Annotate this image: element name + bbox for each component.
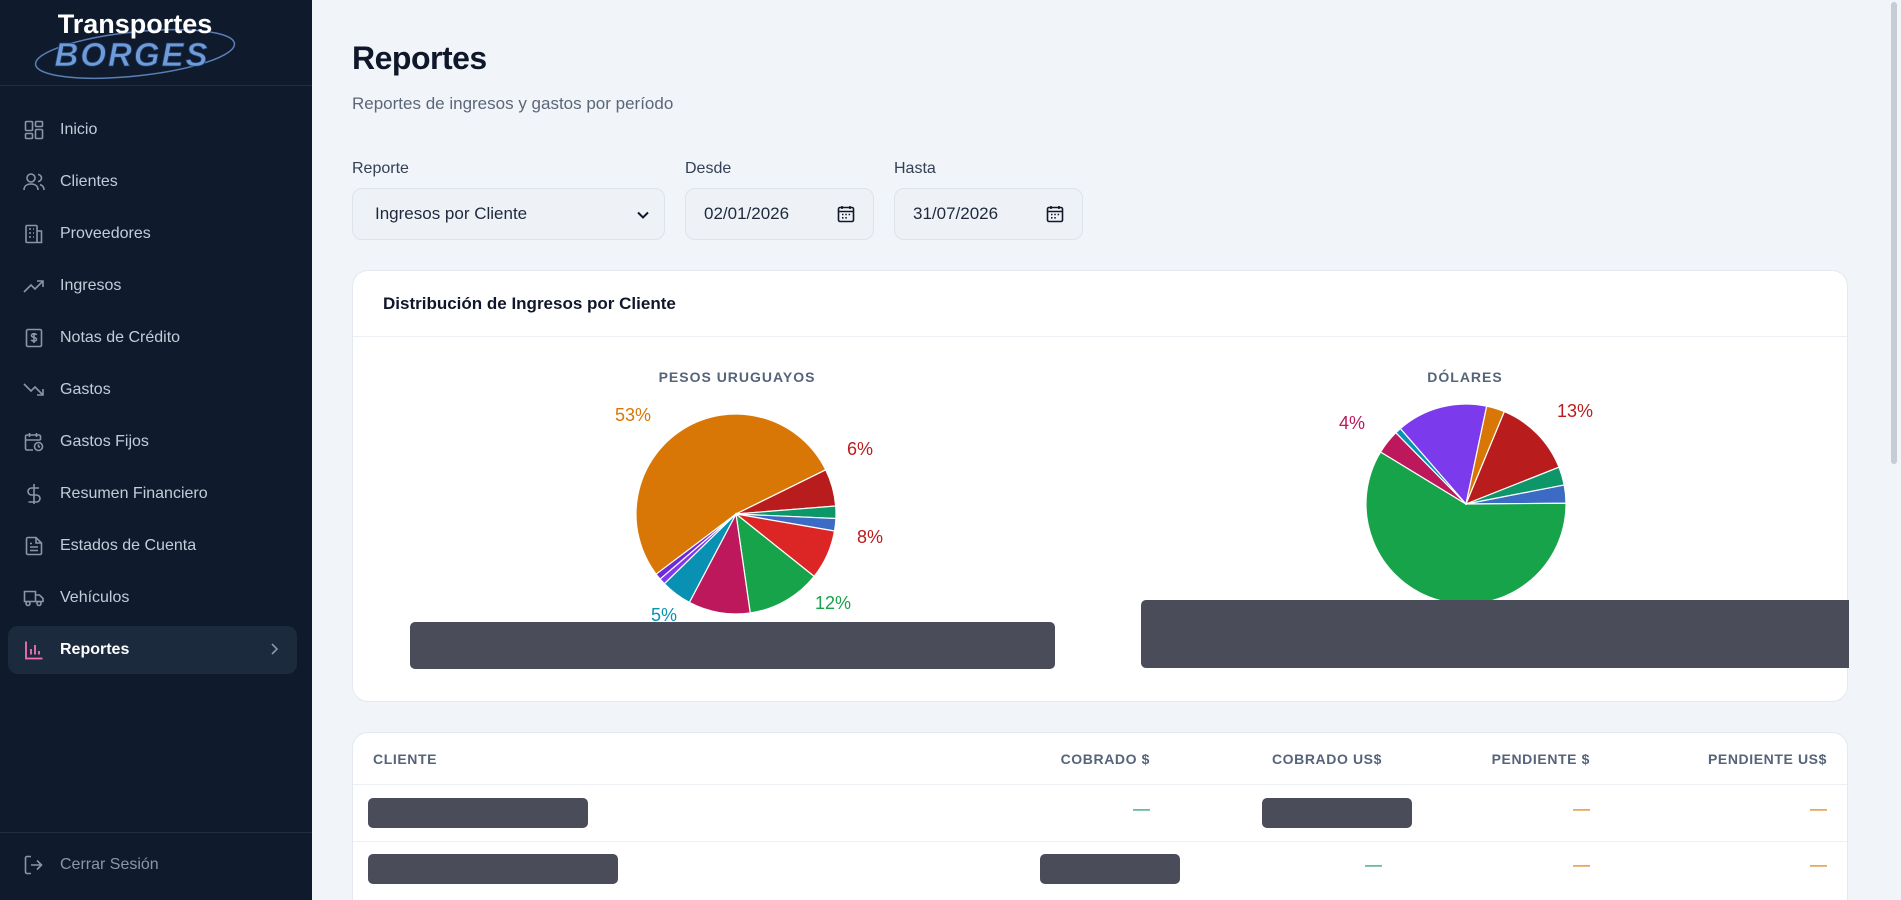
from-date-input[interactable]: 02/01/2026 (685, 188, 874, 240)
pie-slice-1-7[interactable] (1465, 466, 1565, 505)
grid-icon (22, 118, 46, 142)
sidebar-item-label: Inicio (60, 121, 98, 138)
sidebar-item-gastos-fijos[interactable]: Gastos Fijos (8, 418, 297, 466)
column-header-cobrado-usd[interactable]: COBRADO US$ (1271, 751, 1382, 767)
chart-card: Distribución de Ingresos por Cliente PES… (352, 270, 1849, 702)
to-label: Hasta (894, 160, 936, 177)
calendar-clock-icon (22, 430, 46, 454)
bar-chart-icon (22, 638, 46, 662)
slice-label-pesos-5: 12% (815, 593, 852, 613)
pie-slice-1-4[interactable] (1399, 403, 1488, 506)
sidebar-item-label: Resumen Financiero (60, 485, 208, 502)
report-select-value: Ingresos por Cliente (375, 204, 528, 223)
sidebar-nav: Inicio Clientes Proveedores Ingresos Not… (8, 106, 297, 678)
chevron-down-icon (636, 207, 650, 227)
column-header-pendiente-usd[interactable]: PENDIENTE US$ (1707, 751, 1827, 767)
chart-title-dolares: DÓLARES (1427, 369, 1503, 385)
sidebar: Transportes BORGES Inicio Clientes Prove… (0, 0, 312, 900)
pendiente-pesos-value: — (1573, 799, 1590, 818)
sidebar-footer: Cerrar Sesión (0, 832, 312, 900)
sidebar-item-vehiculos[interactable]: Vehículos (8, 574, 297, 622)
page-title: Reportes (352, 40, 487, 76)
sidebar-item-label: Gastos Fijos (60, 433, 149, 450)
to-date-value: 31/07/2026 (913, 204, 999, 223)
trending-up-icon (22, 274, 46, 298)
calendar-icon[interactable] (1046, 205, 1064, 228)
slice-label-pesos-1: 6% (847, 439, 874, 459)
pendiente-usd-value: — (1810, 799, 1827, 818)
chart-card-title: Distribución de Ingresos por Cliente (353, 271, 1847, 337)
logout-icon (22, 853, 46, 877)
sidebar-item-ingresos[interactable]: Ingresos (8, 262, 297, 310)
sidebar-item-gastos[interactable]: Gastos (8, 366, 297, 414)
pie-slice-0-0[interactable] (635, 413, 827, 576)
legend-pesos-redacted (410, 622, 1055, 669)
sidebar-item-label: Gastos (60, 381, 111, 398)
pie-slice-1-6[interactable] (1464, 410, 1560, 506)
from-label: Desde (685, 160, 732, 177)
users-icon (22, 170, 46, 194)
cobrado-usd-redacted (1262, 798, 1412, 828)
page-scrollbar[interactable] (1887, 0, 1901, 900)
receipt-icon (22, 326, 46, 350)
file-text-icon (22, 534, 46, 558)
legend-dolares-redacted (1141, 600, 1849, 668)
sidebar-item-notas-credito[interactable]: Notas de Crédito (8, 314, 297, 362)
sidebar-item-estados-cuenta[interactable]: Estados de Cuenta (8, 522, 297, 570)
dollar-icon (22, 482, 46, 506)
brand-line2: BORGES (54, 36, 209, 73)
slice-label-dolares-6: 13% (1557, 401, 1594, 421)
slice-label-pesos-0: 53% (615, 405, 652, 425)
report-label: Reporte (352, 160, 409, 177)
client-name-redacted (368, 854, 618, 884)
cobrado-pesos-value: — (1133, 799, 1150, 818)
pendiente-pesos-value: — (1573, 855, 1590, 874)
page-subtitle: Reportes de ingresos y gastos por períod… (352, 94, 674, 113)
from-date-value: 02/01/2026 (704, 204, 790, 223)
slice-label-pesos-4: 8% (857, 527, 884, 547)
sidebar-item-label: Clientes (60, 173, 118, 190)
brand-logo[interactable]: Transportes BORGES (0, 0, 312, 86)
slice-label-pesos-7: 5% (651, 605, 678, 625)
brand-logo-graphic: Transportes BORGES (34, 9, 236, 79)
chart-title-pesos: PESOS URUGUAYOS (658, 369, 816, 385)
sidebar-item-label: Ingresos (60, 277, 122, 294)
column-header-cliente[interactable]: CLIENTE (373, 751, 438, 767)
income-table: CLIENTE COBRADO $ COBRADO US$ PENDIENTE … (352, 732, 1848, 900)
cobrado-pesos-redacted (1040, 854, 1180, 884)
sidebar-item-clientes[interactable]: Clientes (8, 158, 297, 206)
scrollbar-thumb[interactable] (1891, 2, 1897, 464)
sidebar-item-inicio[interactable]: Inicio (8, 106, 297, 154)
logout-label: Cerrar Sesión (60, 856, 159, 873)
report-select[interactable]: Ingresos por Cliente (352, 188, 665, 240)
pendiente-usd-value: — (1810, 855, 1827, 874)
brand-line1: Transportes (58, 9, 213, 39)
pie-slice-0-5[interactable] (735, 512, 815, 614)
client-name-redacted (368, 798, 588, 828)
sidebar-item-label: Estados de Cuenta (60, 537, 197, 554)
pie-slice-0-9[interactable] (655, 513, 737, 580)
logout-button[interactable]: Cerrar Sesión (22, 853, 159, 877)
sidebar-item-resumen-financiero[interactable]: Resumen Financiero (8, 470, 297, 518)
pie-chart-dolares[interactable] (1365, 403, 1567, 605)
trending-down-icon (22, 378, 46, 402)
column-header-pendiente-pesos[interactable]: PENDIENTE $ (1491, 751, 1590, 767)
sidebar-item-label: Vehículos (60, 589, 130, 606)
sidebar-item-label: Notas de Crédito (60, 329, 181, 346)
sidebar-item-proveedores[interactable]: Proveedores (8, 210, 297, 258)
column-header-cobrado-pesos[interactable]: COBRADO $ (1060, 751, 1150, 767)
sidebar-item-label: Proveedores (60, 225, 151, 242)
table-header-divider (353, 784, 1847, 785)
slice-label-dolares-2: 4% (1339, 413, 1366, 433)
pie-chart-pesos[interactable] (635, 413, 837, 615)
cobrado-usd-value: — (1365, 855, 1382, 874)
building-icon (22, 222, 46, 246)
truck-icon (22, 586, 46, 610)
sidebar-item-reportes[interactable]: Reportes (8, 626, 297, 674)
calendar-icon[interactable] (837, 205, 855, 228)
chevron-right-icon (269, 641, 279, 662)
table-row-divider (353, 841, 1847, 842)
sidebar-item-label: Reportes (60, 641, 130, 658)
to-date-input[interactable]: 31/07/2026 (894, 188, 1083, 240)
